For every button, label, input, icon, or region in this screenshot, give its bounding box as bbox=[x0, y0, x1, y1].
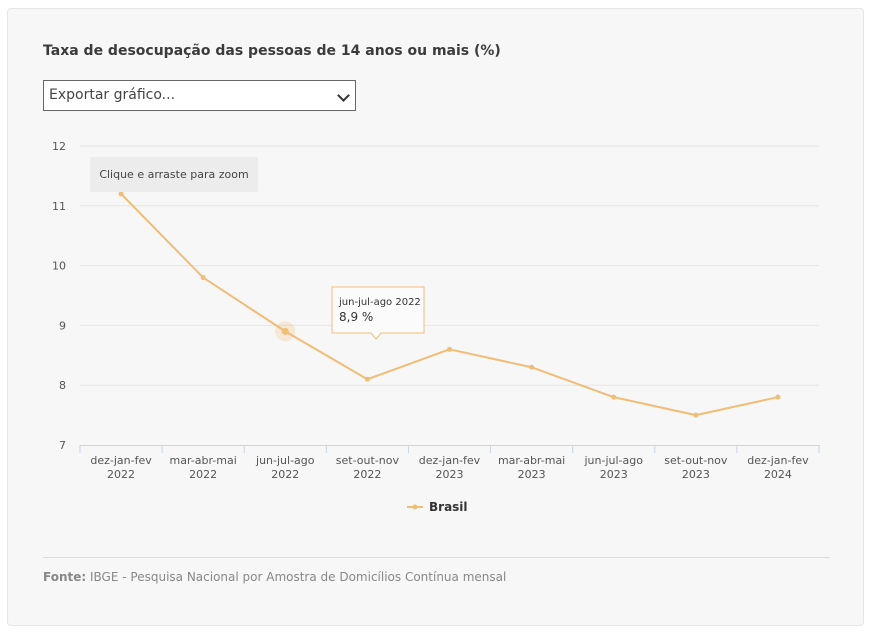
y-tick-label: 12 bbox=[52, 140, 66, 153]
zoom-hint: Clique e arraste para zoom bbox=[90, 157, 258, 192]
export-select-value: Exportar gráfico... bbox=[49, 87, 176, 103]
x-tick-label: mar-abr-mai bbox=[170, 454, 237, 467]
grid-lines bbox=[80, 145, 819, 386]
zoom-hint-text: Clique e arraste para zoom bbox=[99, 168, 248, 181]
x-tick-label: dez-jan-fev bbox=[747, 454, 809, 467]
data-point bbox=[611, 394, 617, 400]
y-tick-label: 7 bbox=[59, 439, 66, 452]
x-tick-label: jun-jul-ago bbox=[255, 454, 315, 467]
x-tick-year: 2023 bbox=[436, 468, 464, 481]
x-tick-label: dez-jan-fev bbox=[419, 454, 481, 467]
x-tick-label: set-out-nov bbox=[664, 454, 728, 467]
data-point bbox=[529, 364, 535, 370]
data-point bbox=[693, 412, 699, 418]
footer-divider bbox=[43, 557, 830, 558]
x-tick-year: 2022 bbox=[107, 468, 135, 481]
y-tick-label: 9 bbox=[59, 319, 66, 332]
y-tick-label: 8 bbox=[59, 379, 66, 392]
y-tick-label: 11 bbox=[52, 200, 66, 213]
x-axis: dez-jan-fev2022mar-abr-mai2022jun-jul-ag… bbox=[79, 445, 820, 481]
chart-card bbox=[7, 8, 864, 626]
source-text: IBGE - Pesquisa Nacional por Amostra de … bbox=[90, 570, 507, 584]
tooltip: jun-jul-ago 2022 8,9 % bbox=[331, 286, 425, 340]
export-select[interactable]: Exportar gráfico... bbox=[43, 80, 356, 111]
y-axis-ticks: 12 11 10 9 8 7 bbox=[52, 140, 66, 452]
tooltip-value: 8,9 % bbox=[339, 310, 373, 324]
x-tick-year: 2023 bbox=[600, 468, 628, 481]
data-point bbox=[364, 376, 370, 382]
data-point bbox=[775, 394, 781, 400]
y-tick-label: 10 bbox=[52, 260, 66, 273]
source-label: Fonte: bbox=[43, 570, 87, 584]
x-tick-year: 2023 bbox=[518, 468, 546, 481]
x-tick-label: mar-abr-mai bbox=[498, 454, 565, 467]
series-line-brasil bbox=[120, 193, 779, 417]
x-tick-year: 2023 bbox=[682, 468, 710, 481]
data-point bbox=[118, 191, 124, 197]
x-tick-label: dez-jan-fev bbox=[90, 454, 152, 467]
data-point bbox=[447, 346, 452, 352]
x-tick-year: 2022 bbox=[271, 468, 299, 481]
data-point bbox=[200, 275, 206, 281]
source-note: Fonte: IBGE - Pesquisa Nacional por Amos… bbox=[43, 570, 506, 584]
series-brasil[interactable] bbox=[118, 191, 781, 418]
x-tick-year: 2022 bbox=[353, 468, 381, 481]
tooltip-category: jun-jul-ago 2022 bbox=[338, 297, 421, 308]
x-tick-label: set-out-nov bbox=[336, 454, 400, 467]
x-tick-label: jun-jul-ago bbox=[583, 454, 643, 467]
data-point bbox=[281, 327, 289, 335]
x-tick-year: 2022 bbox=[189, 468, 217, 481]
x-tick-year: 2024 bbox=[764, 468, 792, 481]
legend-label: Brasil bbox=[429, 500, 468, 514]
legend-marker bbox=[412, 504, 418, 510]
chart-title: Taxa de desocupação das pessoas de 14 an… bbox=[43, 43, 501, 59]
legend[interactable]: Brasil bbox=[407, 500, 468, 514]
